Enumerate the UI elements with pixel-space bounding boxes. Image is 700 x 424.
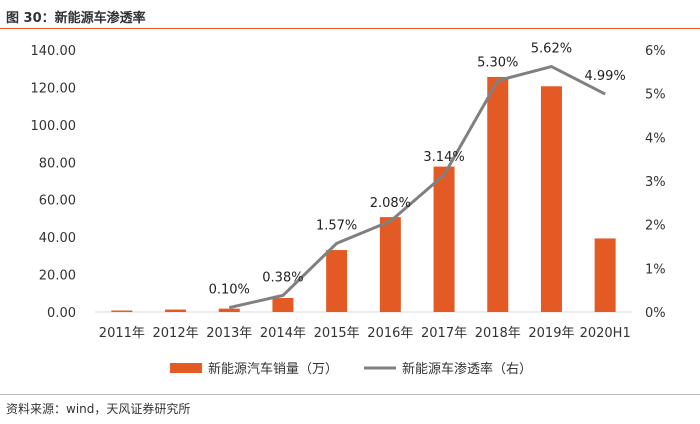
bar-5 [379,217,401,312]
footer-divider [0,394,700,395]
line-data-label: 0.38% [262,270,303,285]
y-right-tick-label: 2% [645,219,666,234]
bar-3 [272,297,294,312]
bar-9 [594,238,616,312]
x-tick-label: 2013年 [206,326,252,341]
y-right-tick-label: 3% [645,175,666,190]
bar-2 [218,308,240,312]
y-left-tick-label: 100.00 [31,119,77,134]
header-divider [0,28,700,29]
y-left-tick-label: 80.00 [39,156,76,171]
bar-7 [487,76,509,312]
legend-bar-swatch [170,363,202,373]
figure-header: 图 30：新能源车渗透率 [0,0,700,28]
line-data-label: 3.14% [423,150,464,165]
x-tick-label: 2016年 [367,326,413,341]
y-right-tick-label: 5% [645,88,666,103]
x-tick-label: 2017年 [421,326,467,341]
y-left-tick-label: 20.00 [39,269,76,284]
bar-1 [165,309,187,312]
x-tick-label: 2020H1 [580,326,631,341]
x-tick-label: 2014年 [260,326,306,341]
y-left-tick-label: 140.00 [31,44,77,59]
line-data-label: 1.57% [316,218,357,233]
y-left-tick-label: 0.00 [47,306,76,321]
bar-0 [111,310,133,312]
y-right-tick-label: 6% [645,44,666,59]
line-data-label: 0.10% [209,283,250,298]
x-tick-label: 2012年 [153,326,199,341]
line-data-label: 4.99% [584,69,625,84]
source-note: 资料来源：wind，天风证券研究所 [6,402,191,416]
bar-8 [540,86,562,312]
y-left-tick-label: 120.00 [31,81,77,96]
chart: 0.00 20.00 40.00 60.00 80.00 100.00 120.00 140.… [31,42,666,377]
bar-6 [433,166,455,312]
x-tick-label: 2019年 [528,326,574,341]
y-left-tick-label: 60.00 [39,194,76,209]
y-right-tick-label: 1% [645,262,666,277]
line-data-label: 5.62% [531,42,572,57]
figure-title: 图 30：新能源车渗透率 [6,11,146,26]
y-left-tick-label: 40.00 [39,231,76,246]
y-right-tick-label: 0% [645,306,666,321]
line-data-label: 2.08% [370,196,411,211]
x-tick-label: 2015年 [314,326,360,341]
y-right-tick-label: 4% [645,131,666,146]
x-tick-label: 2018年 [475,326,521,341]
line-data-label: 5.30% [477,56,518,71]
legend-line-label: 新能源车渗透率（右） [402,361,532,377]
penetration-rate-line [228,65,606,310]
legend-bar-label: 新能源汽车销量（万） [208,361,338,377]
x-tick-label: 2011年 [99,326,145,341]
bar-4 [326,250,348,312]
